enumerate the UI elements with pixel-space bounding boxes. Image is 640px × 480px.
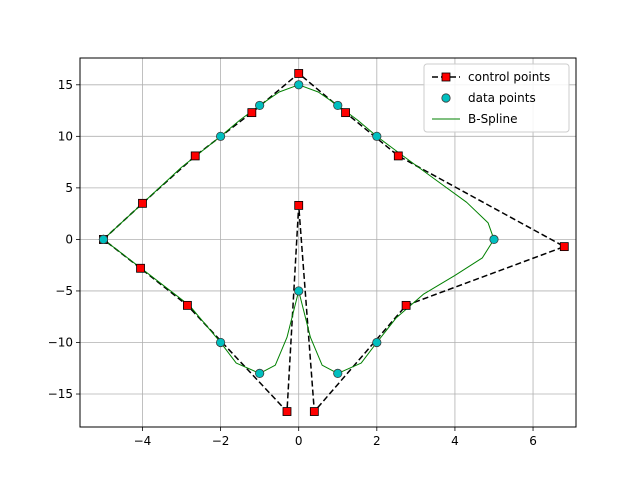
legend-frame (423, 63, 570, 133)
y-tick-label: 0 (65, 232, 73, 246)
control-point-marker (341, 108, 350, 118)
x-tick-label: −4 (134, 434, 152, 448)
data-point-marker (294, 80, 304, 90)
control-point-marker (282, 407, 292, 416)
x-tick-label: 4 (451, 434, 459, 448)
x-tick-label: 2 (373, 434, 381, 448)
y-tick-label: −10 (48, 335, 73, 349)
x-tick-label: −2 (212, 434, 230, 448)
control-point-marker (136, 263, 145, 273)
y-tick-label: 10 (58, 129, 73, 143)
data-point-marker (215, 337, 226, 348)
control-point-marker (294, 69, 304, 78)
control-point-marker (559, 242, 569, 252)
y-tick-label: 15 (58, 78, 73, 92)
control-point-marker (393, 151, 403, 161)
legend-data-points-marker (441, 93, 451, 103)
data-point-marker (255, 368, 265, 379)
plot-area (98, 69, 569, 416)
legend-label-b-spline: B-Spline (468, 112, 517, 126)
x-tick-label: 0 (295, 434, 303, 448)
y-tick-label: −5 (55, 284, 73, 298)
legend-label-control-points: control points (468, 70, 550, 84)
x-tick-label: 6 (529, 434, 537, 448)
control-point-marker (247, 108, 257, 118)
data-point-marker (372, 131, 382, 141)
control-point-marker (183, 300, 192, 310)
b-spline-curve (103, 84, 495, 374)
axes-frame (79, 57, 577, 428)
data-point-marker (98, 234, 109, 245)
control-point-marker (401, 300, 411, 310)
data-point-marker (294, 286, 304, 296)
control-point-marker (138, 198, 147, 208)
data-point-marker (333, 368, 343, 379)
legend-label-data-points: data points (468, 91, 536, 105)
y-tick-label: −15 (48, 387, 73, 401)
control-point-marker (190, 151, 200, 161)
data-point-marker (333, 100, 343, 111)
data-point-marker (255, 100, 265, 111)
control-point-marker (309, 407, 319, 416)
data-point-marker (489, 234, 499, 245)
tick-marks: −4 −2 0 2 4 6 −15 −10 −5 0 5 10 15 (48, 78, 537, 448)
data-point-marker (372, 337, 382, 348)
legend-control-points-marker (441, 72, 451, 82)
data-point-marker (215, 131, 226, 141)
control-point-marker (294, 200, 304, 210)
y-tick-label: 5 (65, 181, 73, 195)
legend: control points data points B-Spline (423, 63, 570, 133)
